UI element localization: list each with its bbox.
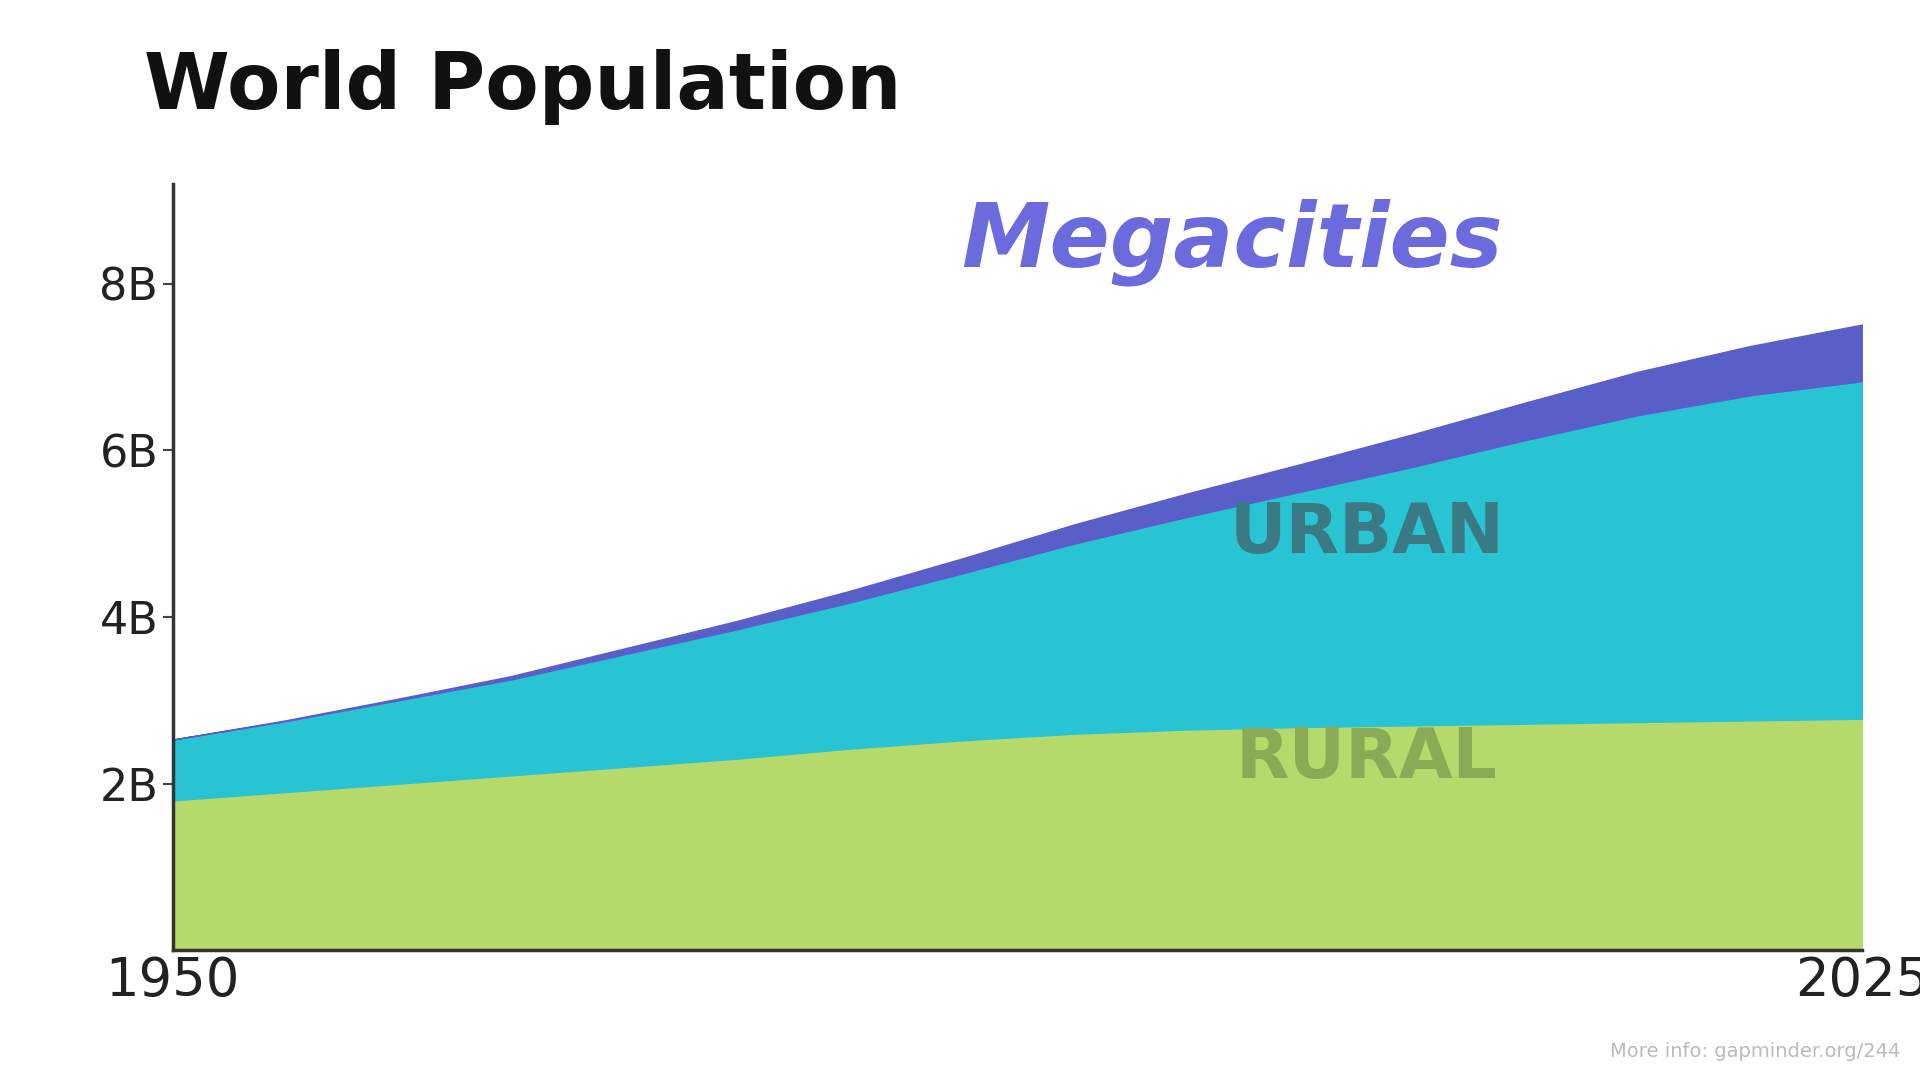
- Text: RURAL: RURAL: [1236, 725, 1498, 793]
- Text: World Population: World Population: [144, 49, 902, 124]
- Text: Megacities: Megacities: [960, 199, 1503, 286]
- Text: More info: gapminder.org/244: More info: gapminder.org/244: [1611, 1041, 1901, 1061]
- Text: URBAN: URBAN: [1229, 500, 1503, 567]
